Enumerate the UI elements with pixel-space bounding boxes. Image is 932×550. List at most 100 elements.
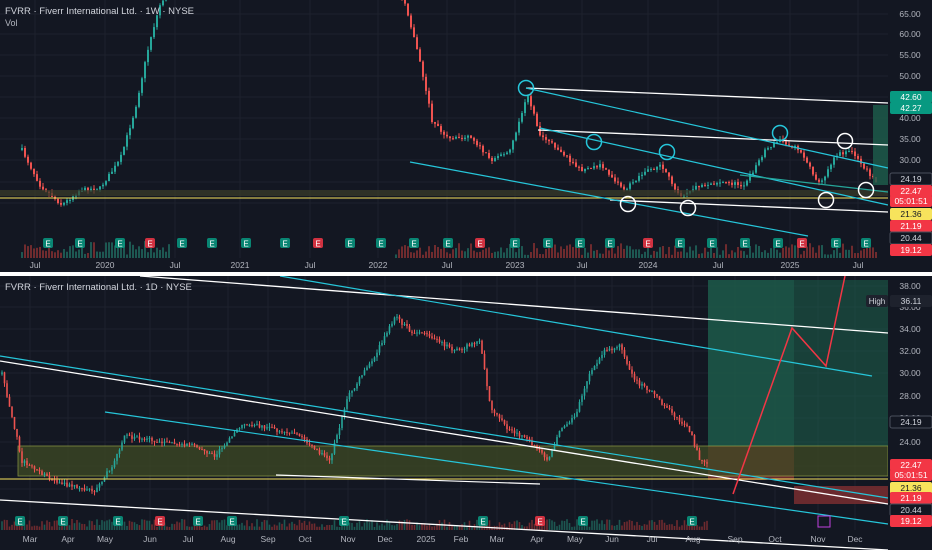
top-candle [566,155,568,157]
bot-volume-bar [586,523,588,530]
top-volume-bar [773,245,775,258]
bot-candle [51,479,53,481]
bot-volume-bar [298,519,301,530]
bottom-time-tick: Dec [377,534,393,544]
top-candle [530,96,532,107]
top-candle [731,182,733,185]
top-candle [713,183,715,185]
top-earnings-letter: E [77,240,82,249]
bot-candle [281,431,283,433]
top-earnings-icon [707,238,717,248]
bot-candle [88,488,91,490]
bot-candle [603,349,606,355]
top-candle [431,103,433,122]
top-candle [416,37,418,50]
top-volume-bar [479,251,481,258]
top-volume-bar [135,249,137,258]
top-volume-bar [623,248,625,258]
top-candle [114,165,116,172]
bottom-time-tick: Jun [605,534,619,544]
bot-volume-bar [328,524,331,530]
bot-volume-bar [526,526,528,530]
bot-volume-bar [316,526,318,530]
bot-volume-bar [671,524,673,530]
top-volume-bar [839,252,841,258]
bot-volume-bar [498,522,501,530]
bot-candle [23,460,26,463]
bot-candle [501,418,503,421]
top-earnings-icon [75,238,85,248]
bot-volume-bar [323,526,326,530]
top-earnings-icon [280,238,290,248]
top-candle [647,169,649,172]
top-channel-line [539,127,889,206]
bot-volume-bar [88,520,91,530]
bot-volume-bar [96,519,98,530]
bot-candle [506,424,508,430]
bot-candle [106,471,108,478]
bot-candle [416,332,418,334]
bot-support-line [0,360,889,505]
bot-candle [581,395,583,402]
bottom-price-tick: 32.00 [899,346,921,356]
daily-chart-canvas[interactable]: EEEEEEEEEEE38.0036.0034.0032.0030.0028.0… [0,276,932,550]
bot-volume-bar [471,526,473,530]
bot-volume-bar [596,519,598,530]
pane-divider[interactable] [0,272,932,276]
bot-candle [96,487,98,493]
top-candle [590,168,592,170]
weekly-chart-pane[interactable]: E E E E E E E E E E E E E E E E E E E E E E E E E E 65.00 60.00 55.0… [0,0,932,272]
top-candle [536,113,538,127]
top-volume-bar [72,245,74,258]
top-volume-bar [473,250,475,258]
top-volume-bar [398,249,400,258]
top-volume-bar [63,249,65,258]
bot-earnings-icon [193,516,203,526]
bot-candle [668,407,671,410]
bot-volume-bar [466,526,468,530]
top-volume-bar [153,252,155,258]
top-volume-bar [518,248,520,258]
daily-chart-pane[interactable]: EEEEEEEEEEE38.0036.0034.0032.0030.0028.0… [0,276,932,550]
top-volume-bar [608,250,610,258]
bot-volume-bar [221,520,223,530]
bot-volume-bar [413,524,416,530]
bot-candle [41,471,43,476]
top-volume-bar [728,254,730,258]
top-volume-bar [45,250,47,258]
top-candle [105,181,107,185]
weekly-chart-canvas[interactable]: E E E E E E E E E E E E E E E E E E E E E E E E E E 65.00 60.00 55.0… [0,0,932,272]
bot-volume-bar [551,520,553,530]
bot-candle [436,338,438,340]
bot-candle [36,469,38,471]
top-volume-bar [566,245,568,258]
bottom-price-badge-text: 21.36 [900,483,922,493]
top-earnings-icon [409,238,419,248]
bot-volume-bar [276,525,278,530]
bot-volume-bar [613,525,616,530]
top-volume-bar [416,250,418,258]
bot-candle [631,369,633,374]
top-volume-bar [686,252,688,258]
top-volume-bar [557,252,559,258]
bottom-time-tick: Oct [768,534,782,544]
top-pivot-circle [771,124,789,142]
bot-candle [46,473,48,476]
top-candle [132,117,134,129]
bot-candle [176,444,178,446]
bot-volume-bar [581,526,583,530]
top-candle [482,145,484,153]
bottom-time-tick: 2025 [417,534,436,544]
top-candle [141,78,143,93]
bot-candle [466,344,468,349]
bot-volume-bar [301,522,303,530]
bot-candle [73,485,76,487]
top-volume-bar [740,250,742,258]
top-pivot-circle [679,199,697,217]
bot-candle [361,375,363,378]
top-candle [30,162,32,169]
bot-candle [411,331,413,333]
bot-volume-bar [588,526,591,530]
top-volume-bar [569,244,571,258]
top-candle [494,158,496,161]
